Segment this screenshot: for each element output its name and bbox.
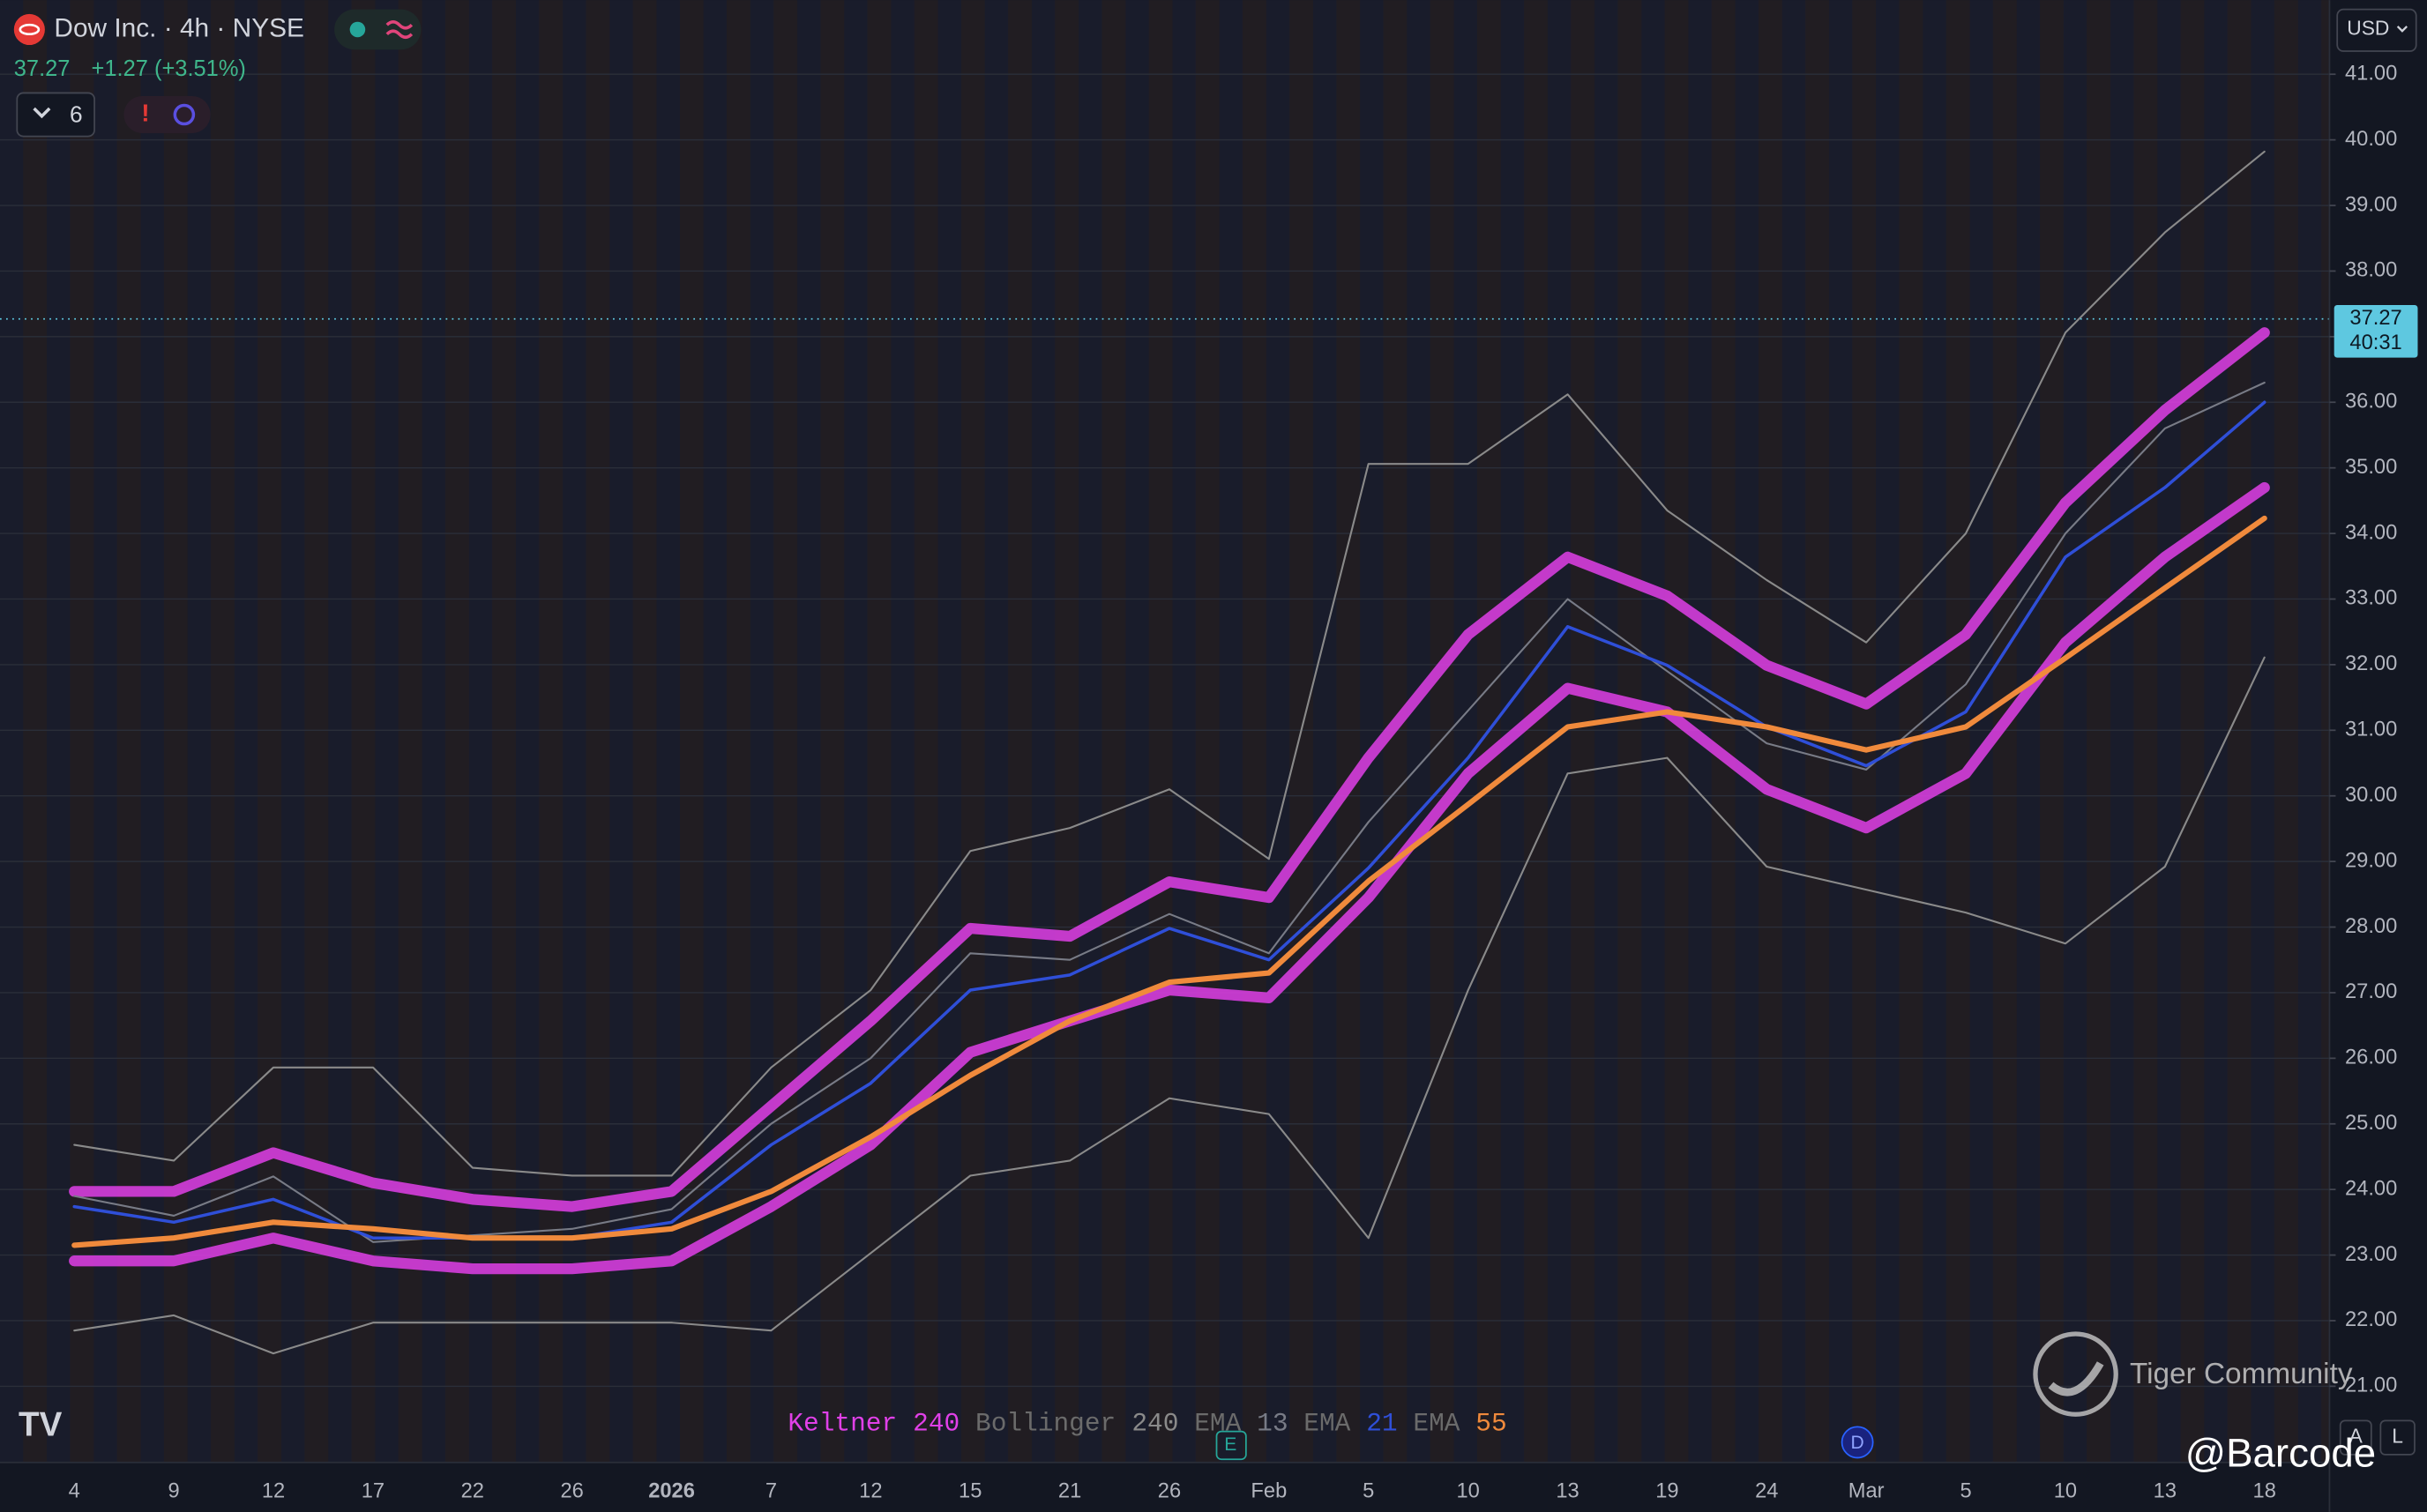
x-tick-label: 9 — [168, 1479, 180, 1502]
y-tick-label: 23.00 — [2345, 1243, 2397, 1266]
chevron-icon — [33, 107, 51, 119]
dividend-marker: D — [1851, 1433, 1864, 1453]
status-pill[interactable] — [334, 9, 422, 50]
legend-param: 55 — [1475, 1409, 1506, 1439]
legend-name: EMA — [1194, 1409, 1241, 1439]
auto-scale-label: A — [2349, 1425, 2364, 1448]
legend-param: 240 — [1131, 1409, 1178, 1439]
legend-param: 21 — [1366, 1409, 1397, 1439]
x-tick-label: 4 — [69, 1479, 80, 1502]
currency-chevron — [2396, 26, 2408, 33]
legend-param: 240 — [913, 1409, 960, 1439]
y-tick-label: 28.00 — [2345, 915, 2397, 938]
y-tick-label: 27.00 — [2345, 980, 2397, 1003]
market-open-dot — [349, 21, 366, 38]
x-tick-label: 10 — [1456, 1479, 1479, 1502]
x-tick-label: 18 — [2253, 1479, 2276, 1502]
x-tick-label: 13 — [2154, 1479, 2177, 1502]
brand-logo: TV — [19, 1406, 63, 1444]
x-tick-label: 13 — [1556, 1479, 1579, 1502]
x-tick-label: 26 — [1158, 1479, 1181, 1502]
series-line — [69, 327, 2270, 1212]
symbol-logo — [13, 13, 45, 46]
watermark-text: Tiger Community — [2130, 1358, 2353, 1390]
last-price: 37.27 — [14, 56, 71, 81]
series-line — [69, 481, 2270, 1275]
series-line — [72, 400, 2266, 1240]
x-tick-label: Feb — [1251, 1479, 1287, 1502]
watermark-logo — [2033, 1331, 2118, 1417]
earnings-marker-box[interactable] — [1215, 1430, 1247, 1461]
watermark-logo-mark — [2048, 1361, 2104, 1397]
legend: Keltner 240 Bollinger 240 EMA 13 EMA 21 EMA 55 — [788, 1409, 1506, 1439]
price-tag — [2334, 304, 2418, 358]
currency-button[interactable] — [2336, 8, 2417, 52]
currency-label: USD — [2347, 17, 2389, 40]
y-tick-label: 30.00 — [2345, 784, 2397, 807]
legend-param: 13 — [1257, 1409, 1288, 1439]
x-tick-label: 26 — [560, 1479, 583, 1502]
y-tick-label: 21.00 — [2345, 1374, 2397, 1397]
y-tick-label: 36.00 — [2345, 391, 2397, 413]
legend-name: EMA — [1413, 1409, 1460, 1439]
x-tick-label: 22 — [461, 1479, 484, 1502]
legend-name: Bollinger — [975, 1409, 1116, 1439]
y-tick-label: 33.00 — [2345, 587, 2397, 610]
plot — [0, 150, 2330, 1355]
y-tick-label: 22.00 — [2345, 1308, 2397, 1331]
alert-icon: ! — [141, 99, 149, 126]
y-tick-label: 40.00 — [2345, 128, 2397, 151]
price-change: +1.27 (+3.51%) — [92, 56, 246, 81]
x-tick-label: 24 — [1755, 1479, 1778, 1502]
y-tick-label: 24.00 — [2345, 1177, 2397, 1200]
x-tick-label: 19 — [1655, 1479, 1678, 1502]
y-tick-label: 39.00 — [2345, 193, 2397, 216]
log-scale-button[interactable] — [2379, 1419, 2416, 1456]
legend-name: EMA — [1303, 1409, 1350, 1439]
credit-text: @Barcode — [2185, 1431, 2376, 1476]
auto-scale-button[interactable] — [2339, 1419, 2372, 1456]
symbol-title: Dow Inc. · 4h · NYSE — [54, 13, 303, 42]
earnings-marker: E — [1224, 1434, 1236, 1455]
x-tick-label: 5 — [1960, 1479, 1971, 1502]
x-tick-label: 21 — [1058, 1479, 1081, 1502]
price-tag-label: 37.27 — [2349, 307, 2401, 330]
countdown-label: 40:31 — [2349, 331, 2401, 354]
y-tick-label: 41.00 — [2345, 62, 2397, 85]
dividend-marker-circle[interactable] — [1841, 1426, 1874, 1459]
x-tick-label: 15 — [959, 1479, 982, 1502]
x-tick-label: 7 — [765, 1479, 777, 1502]
series-line — [73, 656, 2266, 1355]
y-tick-label: 26.00 — [2345, 1046, 2397, 1069]
series-line — [71, 515, 2267, 1248]
y-tick-label: 35.00 — [2345, 456, 2397, 479]
status-icon — [385, 19, 414, 39]
x-tick-label: 10 — [2054, 1479, 2077, 1502]
legend-name: Keltner — [788, 1409, 897, 1439]
x-tick-label: 5 — [1363, 1479, 1374, 1502]
x-tick-label: 12 — [859, 1479, 882, 1502]
axes: 21.00 22.00 23.00 24.00 25.00 26.00 27.00 28.00… — [69, 62, 2418, 1502]
x-tick-label: Mar — [1848, 1479, 1885, 1502]
y-tick-label: 32.00 — [2345, 652, 2397, 675]
y-tick-label: 31.00 — [2345, 719, 2397, 741]
x-tick-label: 2026 — [648, 1479, 695, 1502]
x-tick-label: 17 — [362, 1479, 385, 1502]
alert-pill[interactable] — [123, 95, 211, 134]
y-tick-label: 25.00 — [2345, 1112, 2397, 1135]
y-tick-label: 34.00 — [2345, 521, 2397, 544]
log-scale-label: L — [2392, 1425, 2403, 1448]
grid — [0, 73, 2330, 1388]
y-tick-label: 38.00 — [2345, 259, 2397, 282]
indicator-toggle[interactable] — [16, 92, 95, 138]
y-tick-label: 29.00 — [2345, 849, 2397, 872]
logo-glyph — [19, 23, 41, 36]
series-line — [73, 150, 2266, 1177]
indicator-count: 6 — [70, 101, 83, 128]
x-tick-label: 12 — [262, 1479, 285, 1502]
sync-icon — [173, 103, 196, 126]
plot-area — [0, 0, 2330, 1463]
